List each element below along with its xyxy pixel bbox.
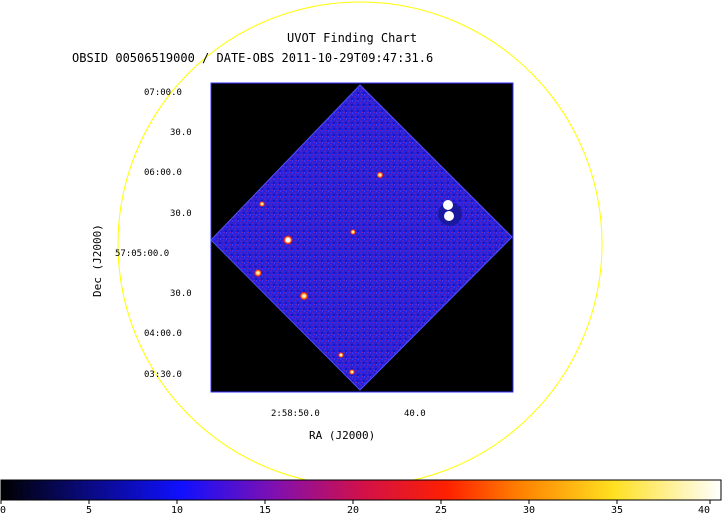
colorbar-tick-label: 40 xyxy=(698,505,711,516)
source-1 xyxy=(443,200,453,210)
colorbar-tick-label: 15 xyxy=(259,505,272,516)
chart-title: UVOT Finding Chart xyxy=(287,31,418,45)
colorbar-tick-label: 10 xyxy=(171,505,184,516)
colorbar-tick-label: 0 xyxy=(0,505,7,516)
dec-tick-label: 03:30.0 xyxy=(144,370,182,380)
source-10 xyxy=(349,369,355,375)
y-axis-label: Dec (J2000) xyxy=(91,224,104,297)
source-3-core xyxy=(285,237,291,243)
source-5 xyxy=(254,269,262,277)
colorbar xyxy=(0,479,722,501)
source-6 xyxy=(376,171,384,179)
dec-tick-label: 07:00.0 xyxy=(144,88,182,98)
source-8 xyxy=(350,229,356,235)
ra-tick-label: 40.0 xyxy=(404,409,426,419)
colorbar-tick-label: 25 xyxy=(435,505,448,516)
chart-subtitle: OBSID 00506519000 / DATE-OBS 2011-10-29T… xyxy=(72,51,434,65)
dec-tick-label: 57:05:00.0 xyxy=(115,249,170,259)
dec-tick-label: 06:00.0 xyxy=(144,168,182,178)
dec-tick-label: 30.0 xyxy=(170,128,192,138)
dec-tick-label: 30.0 xyxy=(170,289,192,299)
source-7 xyxy=(259,201,265,207)
source-2 xyxy=(444,211,454,221)
colorbar-tick-label: 30 xyxy=(523,505,536,516)
source-9 xyxy=(338,352,344,358)
exposure-diamond-edge xyxy=(210,84,513,391)
source-4 xyxy=(299,291,309,301)
colorbar-tick-label: 5 xyxy=(86,505,93,516)
sources-layer xyxy=(254,171,454,375)
colorbar-tick-label: 35 xyxy=(611,505,624,516)
exposure-diamond xyxy=(211,85,512,390)
dec-tick-label: 30.0 xyxy=(170,209,192,219)
x-axis-label: RA (J2000) xyxy=(309,429,376,442)
colorbar-tick-label: 20 xyxy=(347,505,360,516)
ra-tick-label: 2:58:50.0 xyxy=(271,409,320,419)
colorbar-tick-marks xyxy=(0,500,711,504)
dec-tick-label: 04:00.0 xyxy=(144,329,182,339)
